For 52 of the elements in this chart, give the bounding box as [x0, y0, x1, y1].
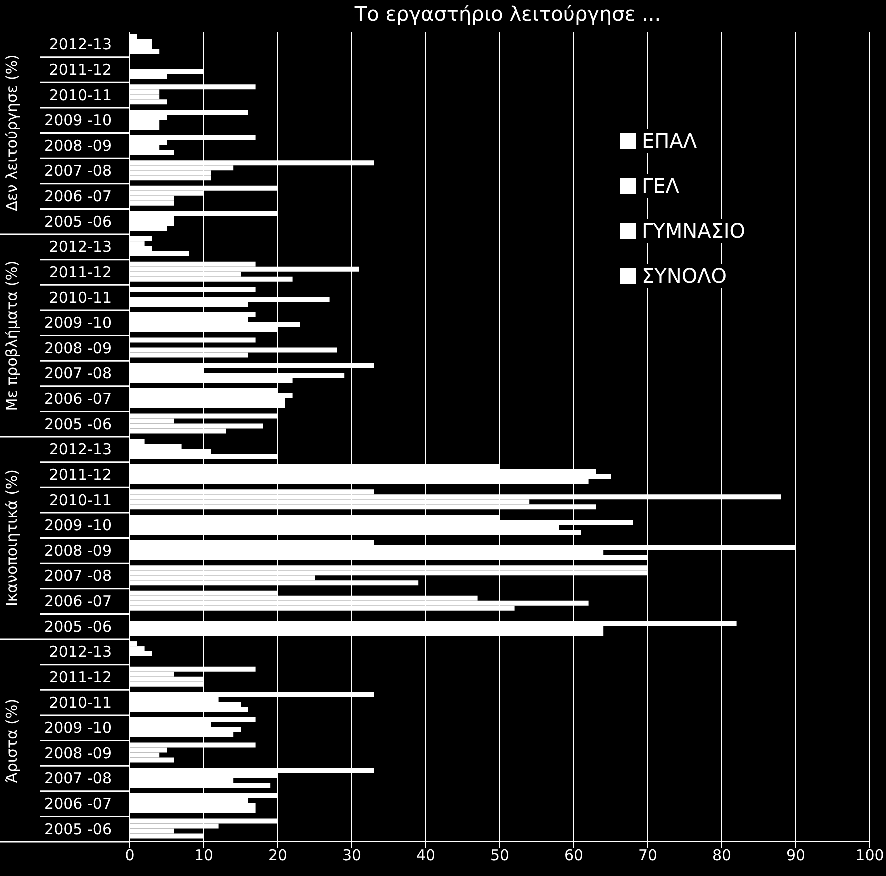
y-tick-label: 2007 -08	[44, 770, 112, 788]
y-tick-label: 2012-13	[49, 238, 112, 256]
text: Ικανοποιητικά (%)	[3, 470, 21, 607]
y-tick-label: 2006 -07	[44, 188, 112, 206]
y-tick-label: 2008 -09	[44, 744, 112, 762]
y-tick-label: 2011-12	[49, 263, 112, 282]
y-tick-label: 2006 -07	[44, 390, 112, 408]
y-tick-label: 2009 -10	[44, 314, 112, 332]
y-tick-label: 2007 -08	[44, 364, 112, 383]
x-tick-label: 100	[856, 846, 884, 865]
y-tick-label: 2007 -08	[44, 567, 112, 586]
y-tick-label: 2010-11	[49, 491, 112, 510]
y-tick-label: 2011-12	[49, 466, 112, 484]
legend-label: ΣΥΝΟΛΟ	[639, 264, 730, 288]
y-tick-label: 2006 -07	[44, 592, 112, 611]
x-tick-label: 90	[786, 846, 806, 865]
y-tick-label: 2009 -10	[44, 516, 112, 535]
legend-label: ΓΕΛ	[639, 174, 682, 198]
y-tick-label: 2012-13	[49, 440, 112, 459]
y-tick-label: 2010-11	[49, 288, 112, 307]
text: Με προβλήματα (%)	[3, 260, 21, 412]
y-tick-label: 2012-13	[49, 643, 112, 662]
y-tick-label: 2012-13	[49, 36, 112, 54]
chart-title: Το εργαστήριο λειτούργησε ...	[354, 2, 662, 26]
y-tick-label: 2005 -06	[44, 618, 112, 636]
y-tick-label: 2005 -06	[44, 820, 112, 838]
x-tick-label: 50	[490, 846, 510, 865]
x-tick-label: 10	[194, 846, 214, 865]
y-tick-label: 2005 -06	[44, 212, 112, 231]
x-tick-label: 60	[564, 846, 584, 865]
x-tick-label: 80	[712, 846, 732, 865]
text: Δεν λειτούργησε (%)	[3, 54, 21, 212]
y-tick-label: 2005 -06	[44, 415, 112, 434]
legend-label: ΓΥΜΝΑΣΙΟ	[639, 218, 749, 242]
y-tick-label: 2006 -07	[44, 795, 112, 814]
x-tick-label: 20	[268, 846, 288, 865]
y-tick-label: 2011-12	[49, 60, 112, 79]
text: Άριστα (%)	[3, 698, 21, 783]
y-tick-label: 2010-11	[49, 694, 112, 712]
y-tick-label: 2009 -10	[44, 719, 112, 738]
x-tick-label: 0	[125, 846, 135, 865]
y-tick-label: 2009 -10	[44, 112, 112, 130]
y-tick-label: 2008 -09	[44, 339, 112, 358]
legend-label: ΕΠΑΛ	[639, 128, 700, 152]
x-tick-label: 40	[416, 846, 436, 865]
y-tick-label: 2008 -09	[44, 542, 112, 560]
x-tick-label: 30	[342, 846, 362, 865]
y-tick-label: 2011-12	[49, 668, 112, 686]
y-tick-label: 2008 -09	[44, 136, 112, 155]
y-tick-label: 2007 -08	[44, 162, 112, 180]
x-tick-label: 70	[638, 846, 658, 865]
y-tick-label: 2010-11	[49, 86, 112, 104]
